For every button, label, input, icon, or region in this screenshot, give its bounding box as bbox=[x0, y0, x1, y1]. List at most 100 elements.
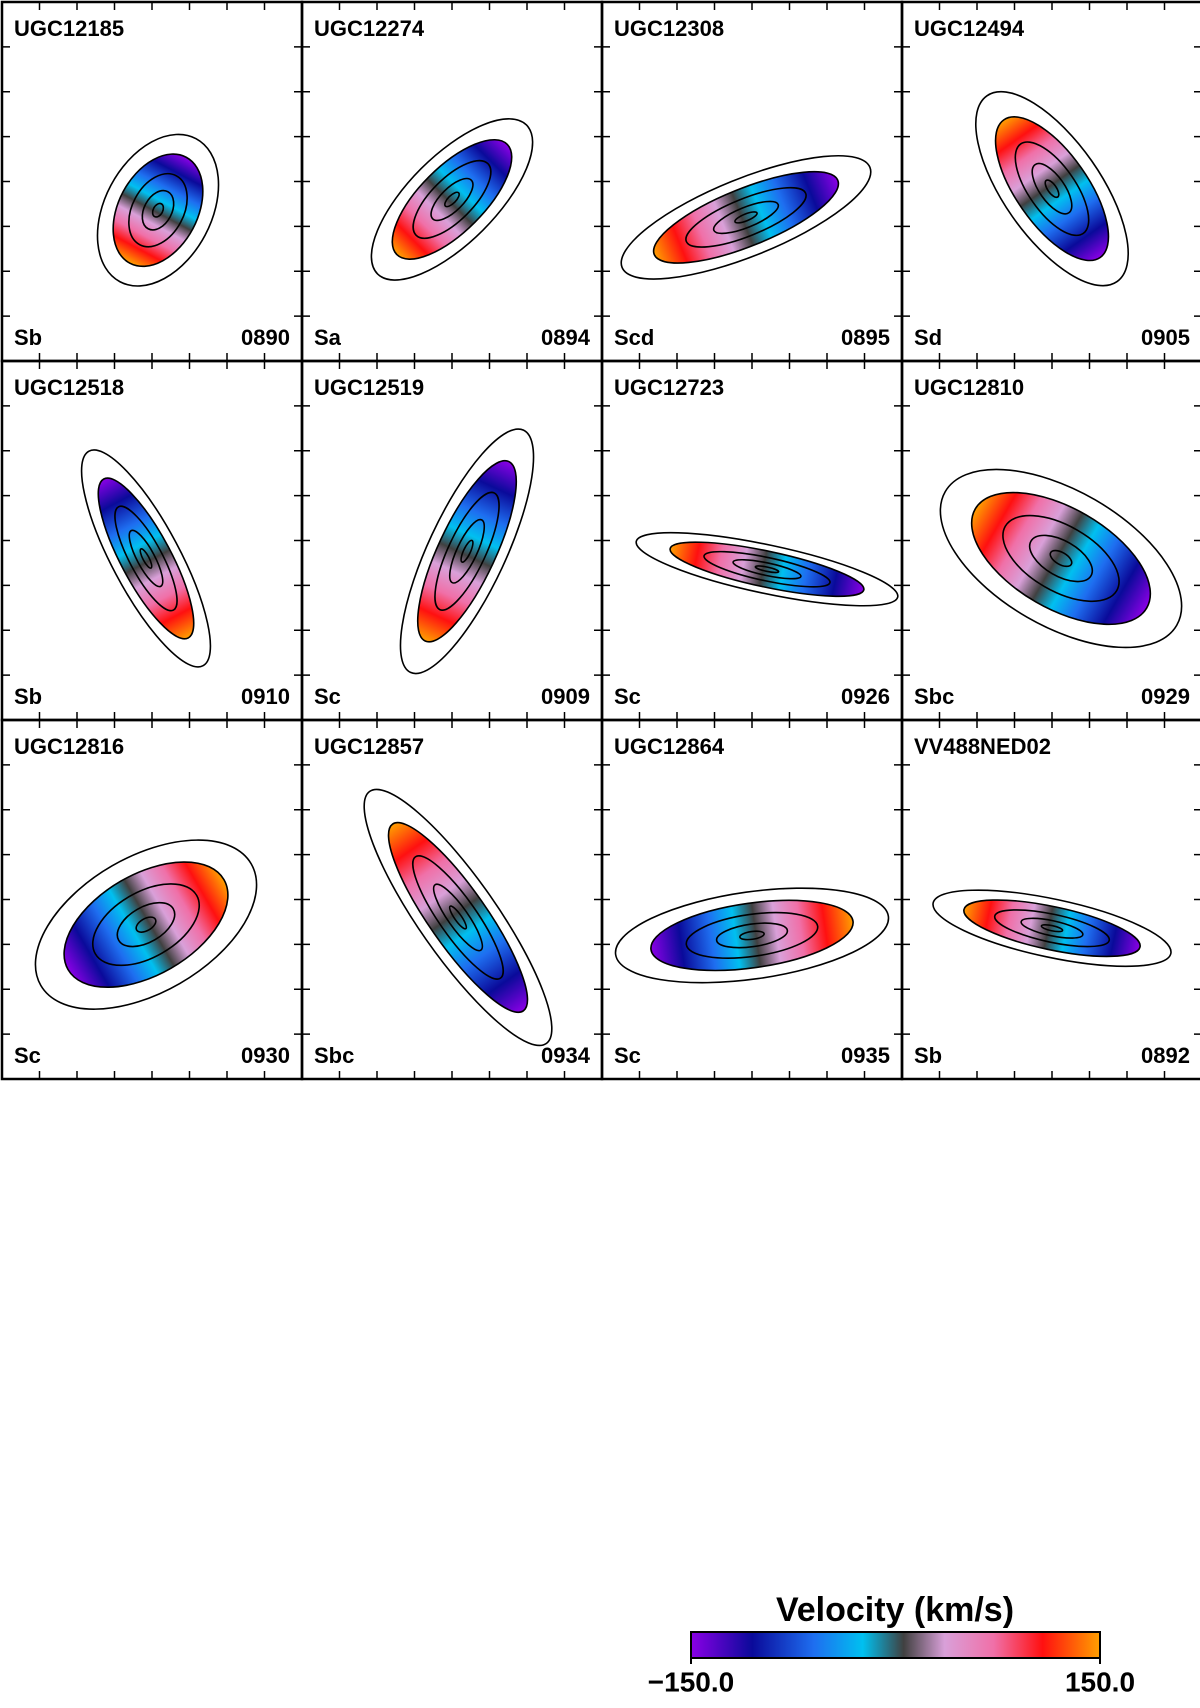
contour bbox=[1014, 141, 1090, 237]
contour bbox=[63, 861, 229, 989]
contour bbox=[939, 468, 1183, 649]
panel: UGC12308 Scd 0895 bbox=[600, 0, 904, 363]
plate-id: 0892 bbox=[1141, 1043, 1190, 1068]
contour bbox=[416, 459, 518, 643]
contour bbox=[715, 922, 789, 949]
panel-content bbox=[932, 889, 1172, 968]
plate-id: 0934 bbox=[541, 1043, 591, 1068]
panel: UGC12274 Sa 0894 bbox=[300, 0, 604, 363]
panel-frame bbox=[600, 359, 904, 722]
contour bbox=[430, 177, 474, 222]
contour bbox=[96, 133, 220, 287]
panel-content bbox=[399, 428, 535, 675]
contour bbox=[669, 541, 865, 598]
velocity-field bbox=[113, 154, 203, 267]
contour bbox=[434, 491, 500, 611]
contour bbox=[80, 449, 212, 668]
hubble-type: Sc bbox=[614, 684, 641, 709]
contour bbox=[712, 200, 780, 235]
contour bbox=[635, 531, 899, 607]
contour bbox=[128, 172, 188, 248]
galaxy-name: UGC12518 bbox=[14, 375, 124, 400]
galaxy-name: UGC12185 bbox=[14, 16, 124, 41]
panel: UGC12185 Sb 0890 bbox=[0, 0, 304, 363]
contour bbox=[34, 839, 258, 1010]
plate-id: 0910 bbox=[241, 684, 290, 709]
contour bbox=[620, 154, 872, 280]
colorbar-title: Velocity (km/s) bbox=[776, 1591, 1014, 1629]
panel-content bbox=[34, 839, 258, 1010]
contour bbox=[112, 153, 204, 268]
velocity-field bbox=[98, 478, 194, 639]
galaxy-name: UGC12810 bbox=[914, 375, 1024, 400]
velocity-field bbox=[963, 900, 1141, 957]
hubble-type: Sb bbox=[14, 684, 42, 709]
panel-content bbox=[974, 90, 1130, 287]
galaxy-name: UGC12816 bbox=[14, 734, 124, 759]
contour bbox=[460, 539, 474, 563]
contour bbox=[432, 883, 484, 952]
galaxy-name: UGC12864 bbox=[614, 734, 725, 759]
hubble-type: Sbc bbox=[914, 684, 954, 709]
hubble-type: Sc bbox=[314, 684, 341, 709]
velocity-field bbox=[417, 460, 517, 642]
galaxy-name: UGC12723 bbox=[614, 375, 724, 400]
hubble-type: Scd bbox=[614, 325, 654, 350]
contour bbox=[732, 558, 802, 580]
contour bbox=[139, 548, 153, 569]
contour bbox=[703, 550, 831, 588]
panel: UGC12816 Sc 0930 bbox=[0, 718, 304, 1081]
panel: UGC12864 Sc 0935 bbox=[600, 718, 904, 1081]
contour bbox=[444, 191, 460, 208]
panel-content bbox=[96, 133, 220, 287]
contour bbox=[932, 889, 1172, 968]
panel-frame bbox=[900, 718, 1200, 1081]
panel: UGC12494 Sd 0905 bbox=[900, 0, 1200, 363]
panel-content bbox=[363, 788, 553, 1047]
hubble-type: Sd bbox=[914, 325, 942, 350]
panel-content bbox=[80, 449, 212, 668]
contour bbox=[391, 138, 513, 260]
contour bbox=[448, 518, 486, 584]
contour bbox=[614, 887, 890, 984]
hubble-type: Sb bbox=[914, 1043, 942, 1068]
plate-id: 0905 bbox=[1141, 325, 1190, 350]
velocity-field bbox=[64, 862, 228, 988]
panel-content bbox=[614, 887, 890, 984]
contour bbox=[650, 899, 854, 972]
contour bbox=[448, 905, 468, 930]
colorbar-tick-label: −150.0 bbox=[648, 1666, 734, 1697]
contour bbox=[412, 855, 504, 980]
panel-content bbox=[370, 118, 534, 281]
contour bbox=[652, 170, 840, 264]
contour bbox=[1028, 534, 1094, 583]
contour bbox=[387, 821, 529, 1014]
plate-id: 0926 bbox=[841, 684, 890, 709]
plate-id: 0929 bbox=[1141, 684, 1190, 709]
contour bbox=[1040, 924, 1064, 933]
contour bbox=[963, 899, 1141, 958]
contour bbox=[141, 189, 175, 231]
contour bbox=[1049, 549, 1073, 568]
velocity-field bbox=[388, 822, 528, 1013]
galaxy-name: VV488NED02 bbox=[914, 734, 1051, 759]
galaxy-name: UGC12857 bbox=[314, 734, 424, 759]
contour bbox=[1020, 917, 1084, 939]
plate-id: 0935 bbox=[841, 1043, 890, 1068]
contour bbox=[993, 909, 1111, 948]
hubble-type: Sbc bbox=[314, 1043, 354, 1068]
contour bbox=[685, 911, 819, 959]
velocity-field bbox=[650, 900, 854, 971]
panel: UGC12723 Sc 0926 bbox=[600, 359, 904, 722]
contour bbox=[739, 930, 765, 941]
velocity-field bbox=[995, 116, 1109, 261]
contour bbox=[1044, 179, 1060, 199]
panel: UGC12810 Sbc 0929 bbox=[900, 359, 1200, 722]
plate-id: 0895 bbox=[841, 325, 890, 350]
velocity-field bbox=[971, 492, 1151, 625]
velocity-field bbox=[392, 139, 512, 260]
colorbar-tick-label: 150.0 bbox=[1065, 1666, 1135, 1697]
panel: UGC12518 Sb 0910 bbox=[0, 359, 304, 722]
panel-content bbox=[939, 468, 1183, 649]
contour bbox=[1002, 514, 1120, 603]
